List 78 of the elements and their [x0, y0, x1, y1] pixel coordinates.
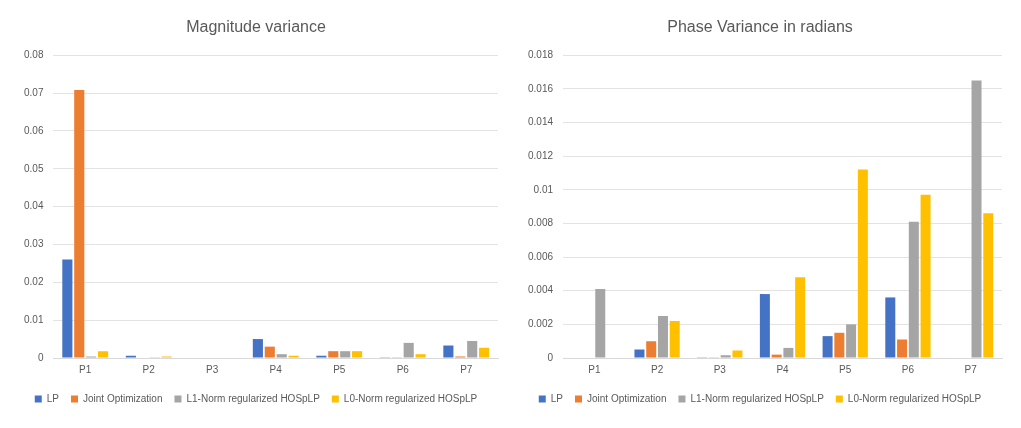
bar	[771, 354, 782, 358]
bar	[328, 351, 339, 358]
y-tick-label: 0.006	[527, 250, 554, 262]
bar	[971, 80, 982, 358]
bar	[403, 342, 414, 358]
bar	[62, 259, 73, 358]
y-tick-label: 0.014	[527, 116, 554, 128]
bar	[443, 345, 454, 358]
bar	[467, 340, 478, 358]
y-tick-label: 0	[37, 351, 44, 363]
bar	[983, 213, 994, 358]
legend-label: L1-Norm regularized HOSpLP	[186, 392, 321, 404]
y-tick-label: 0	[547, 351, 554, 363]
bar	[846, 324, 857, 358]
bar	[920, 194, 931, 358]
bar	[340, 351, 351, 358]
y-tick-label: 0.06	[23, 124, 44, 136]
x-tick-label: P7	[964, 363, 978, 375]
y-tick-label: 0.01	[23, 313, 44, 325]
y-tick-label: 0.008	[527, 217, 554, 229]
bar	[657, 315, 668, 358]
legend-label: Joint Optimization	[586, 392, 667, 404]
bar	[669, 320, 680, 358]
bar	[252, 339, 263, 358]
y-tick-label: 0.016	[527, 82, 554, 94]
y-tick-label: 0.02	[23, 276, 44, 288]
x-tick-label: P6	[396, 363, 410, 375]
bar	[634, 349, 645, 358]
legend-label: L0-Norm regularized HOSpLP	[847, 392, 982, 404]
x-tick-label: P3	[713, 363, 727, 375]
y-tick-label: 0.01	[533, 183, 554, 195]
x-tick-label: P4	[776, 363, 790, 375]
y-tick-label: 0.05	[23, 162, 44, 174]
x-tick-label: P1	[79, 363, 92, 375]
legend-label: L0-Norm regularized HOSpLP	[343, 392, 478, 404]
x-tick-label: P5	[333, 363, 346, 375]
bar	[479, 347, 490, 358]
bar	[857, 169, 868, 358]
bar	[897, 339, 908, 358]
x-tick-label: P7	[460, 363, 473, 375]
bar	[732, 350, 743, 358]
bar	[759, 294, 770, 358]
y-tick-label: 0.08	[23, 48, 44, 60]
legend-label: LP	[46, 392, 60, 404]
legend-label: LP	[550, 392, 564, 404]
y-tick-label: 0.012	[527, 149, 554, 161]
y-tick-label: 0.03	[23, 238, 44, 250]
legend-label: L1-Norm regularized HOSpLP	[690, 392, 825, 404]
legend-label: Joint Optimization	[82, 392, 163, 404]
y-tick-label: 0.04	[23, 200, 44, 212]
bar	[795, 277, 806, 358]
bar	[885, 297, 896, 358]
bar	[834, 332, 845, 358]
x-tick-label: P1	[588, 363, 601, 375]
x-tick-label: P3	[206, 363, 219, 375]
bar	[276, 354, 287, 358]
bar	[415, 354, 426, 358]
x-tick-label: P5	[839, 363, 852, 375]
bar	[264, 346, 275, 358]
bar	[783, 347, 794, 358]
x-tick-label: P2	[142, 363, 156, 375]
y-tick-label: 0.002	[527, 318, 554, 330]
y-tick-label: 0.004	[527, 284, 554, 296]
bar	[352, 351, 363, 358]
bar	[98, 351, 109, 358]
x-tick-label: P6	[901, 363, 915, 375]
x-tick-label: P4	[269, 363, 283, 375]
x-tick-label: P2	[650, 363, 664, 375]
chart-title: Magnitude variance	[186, 18, 326, 36]
bar	[646, 341, 657, 358]
y-tick-label: 0.018	[527, 48, 554, 60]
bar	[595, 289, 606, 358]
bar	[74, 90, 85, 358]
bar	[822, 336, 833, 358]
bar	[908, 221, 919, 358]
chart-title: Phase Variance in radians	[667, 18, 853, 36]
y-tick-label: 0.07	[23, 86, 44, 98]
bar	[720, 355, 731, 358]
